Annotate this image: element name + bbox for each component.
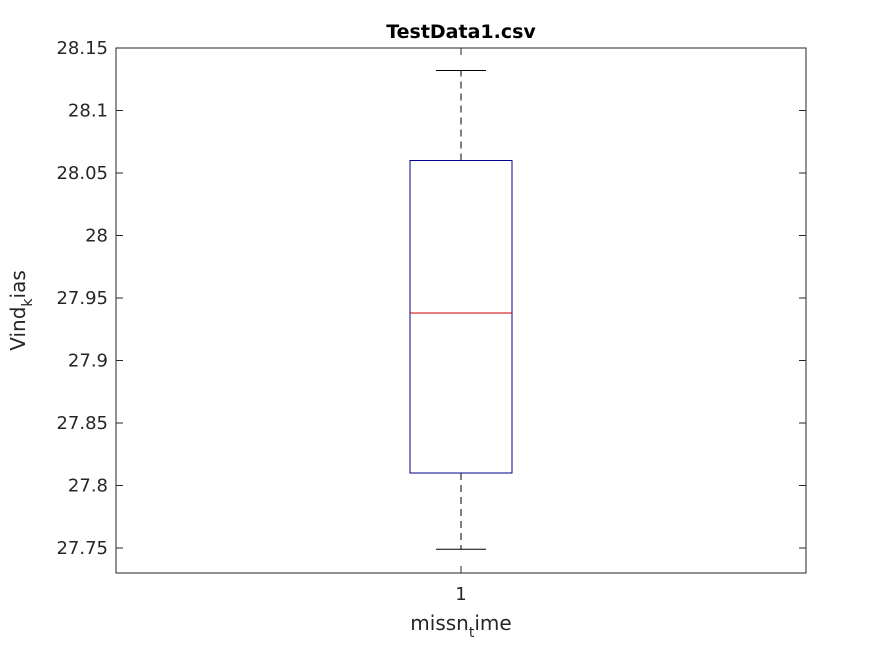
y-axis-ticks: 27.75 27.8 27.85 27.9 27.95 28 28.05 28.1 28.15 [56, 38, 806, 559]
y-tick-label: 27.95 [56, 288, 108, 309]
y-axis-label-base: Vind [6, 307, 30, 351]
x-axis-ticks: 1 [455, 48, 467, 605]
chart-title: TestData1.csv [386, 21, 536, 43]
x-axis-label-rest: ime [474, 611, 511, 635]
y-axis-label: Vindkias [6, 270, 36, 351]
box-iqr [409, 160, 513, 474]
y-axis-label-rest: ias [6, 270, 30, 298]
y-tick-label: 28.1 [68, 101, 108, 122]
x-axis-label-subscript: t [469, 625, 475, 641]
y-tick-label: 27.75 [56, 538, 108, 559]
y-tick-label: 27.8 [68, 476, 108, 497]
y-tick-label: 27.9 [68, 351, 108, 372]
plot-area-frame [115, 47, 807, 574]
y-tick-label: 28.15 [56, 38, 108, 59]
y-tick-label: 27.85 [56, 413, 108, 434]
x-axis-label: missntime [410, 611, 511, 641]
x-tick-label: 1 [455, 584, 466, 605]
y-tick-label: 28 [85, 226, 108, 247]
y-axis-label-subscript: k [20, 298, 36, 307]
box-plot-series [409, 70, 513, 550]
box-group [409, 70, 513, 550]
x-axis-label-base: missn [410, 611, 469, 635]
y-tick-label: 28.05 [56, 163, 108, 184]
